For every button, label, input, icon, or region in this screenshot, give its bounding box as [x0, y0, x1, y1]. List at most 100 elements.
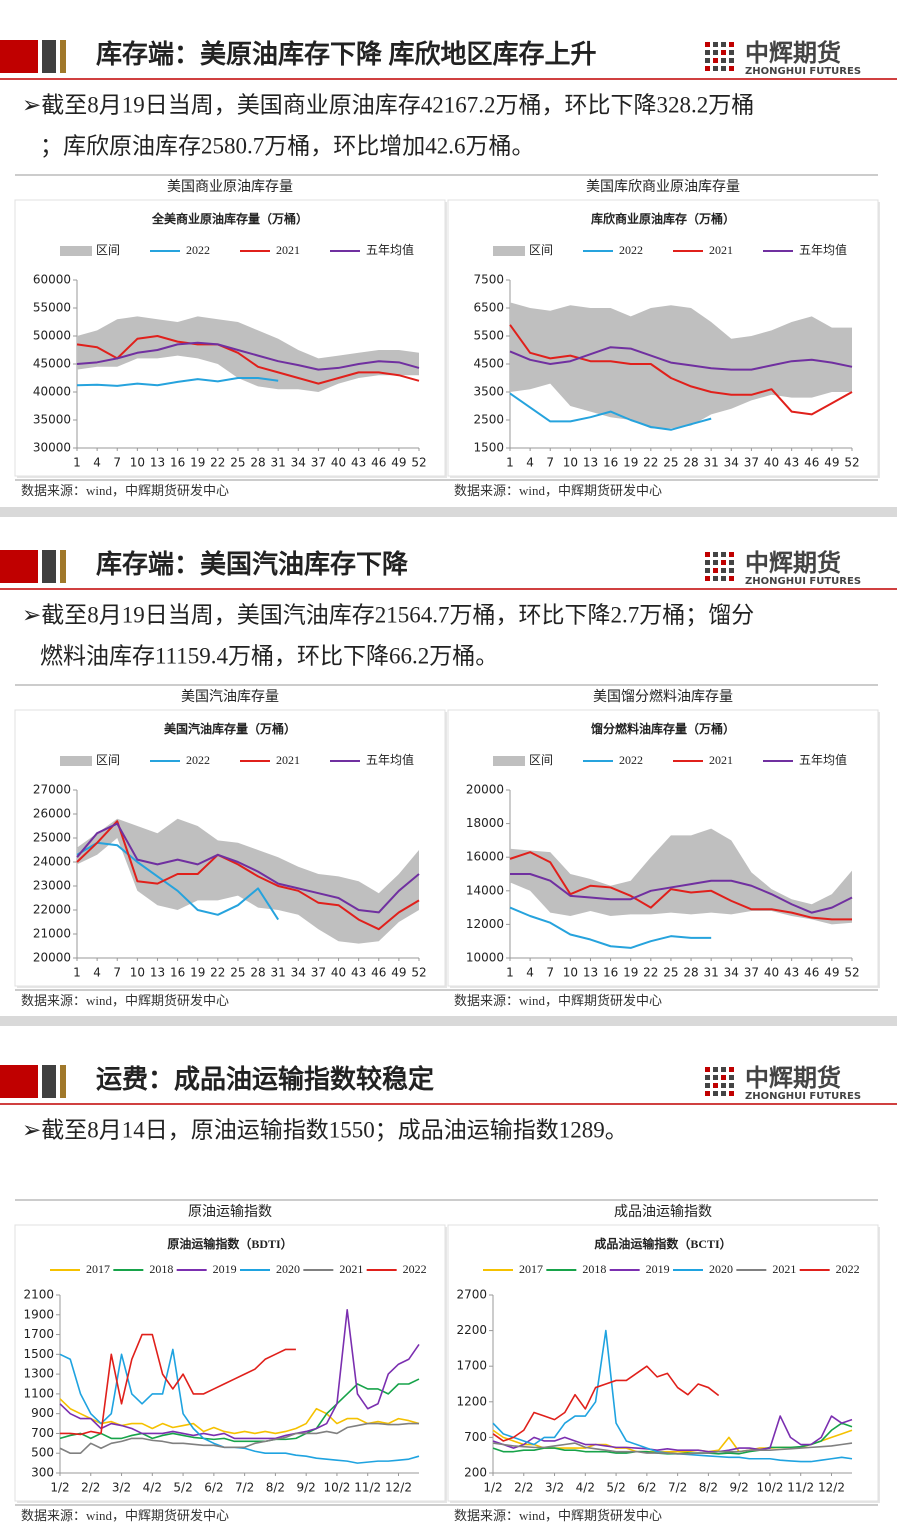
x-tick-label: 22 [643, 966, 658, 980]
y-tick-label: 10000 [466, 951, 504, 965]
header-bar [60, 40, 66, 73]
bullet-text: ；库欣原油库存2580.7万桶，环比增加42.6万桶。 [40, 133, 535, 158]
series-line [509, 346, 853, 371]
legend-label: 区间 [529, 243, 553, 257]
logo-icon [705, 50, 710, 55]
legend-label: 2019 [213, 1262, 237, 1276]
y-tick-label: 2500 [473, 413, 504, 427]
chart-title: 馏分燃料油库存量（万桶） [591, 721, 735, 736]
x-tick-label: 1/2 [50, 1481, 69, 1495]
series-line [59, 1309, 420, 1440]
legend-label: 五年均值 [366, 242, 414, 257]
range-band [510, 828, 852, 925]
x-tick-label: 52 [411, 456, 426, 470]
x-tick-label: 12/2 [818, 1481, 845, 1495]
x-tick-label: 11/2 [354, 1481, 381, 1495]
y-tick-label: 12000 [466, 917, 504, 931]
y-tick-label: 20000 [466, 783, 504, 797]
x-tick-label: 11/2 [787, 1481, 814, 1495]
x-tick-label: 10/2 [756, 1481, 783, 1495]
logo-icon [729, 50, 734, 55]
legend-label: 2021 [276, 243, 300, 257]
x-tick-label: 34 [724, 966, 739, 980]
y-tick-label: 1200 [456, 1394, 487, 1408]
chart-caption: 美国馏分燃料油库存量 [593, 688, 733, 705]
y-tick-label: 2100 [23, 1288, 54, 1302]
x-tick-label: 34 [291, 456, 306, 470]
x-tick-label: 40 [331, 456, 346, 470]
x-tick-label: 7 [546, 456, 554, 470]
chart-title: 库欣商业原油库存（万桶） [591, 211, 735, 226]
x-tick-label: 3/2 [112, 1481, 131, 1495]
logo-icon [705, 1067, 710, 1072]
x-tick-label: 13 [583, 966, 598, 980]
legend-swatch [60, 246, 92, 256]
x-tick-label: 13 [150, 966, 165, 980]
series-line [76, 377, 279, 387]
logo-icon [729, 1075, 734, 1080]
legend-label: 2022 [186, 243, 210, 257]
logo-icon [721, 576, 726, 581]
y-tick-label: 60000 [33, 273, 71, 287]
logo-icon [713, 1083, 718, 1088]
x-tick-label: 46 [804, 456, 819, 470]
logo-icon [713, 50, 718, 55]
series-line [76, 341, 420, 371]
legend-label: 2021 [339, 1262, 363, 1276]
header-bar [0, 550, 38, 583]
range-band [77, 316, 419, 392]
legend-label: 区间 [96, 753, 120, 767]
x-tick-label: 22 [210, 456, 225, 470]
x-tick-label: 2/2 [514, 1481, 533, 1495]
x-tick-label: 22 [210, 966, 225, 980]
logo-icon [713, 66, 718, 71]
logo-en: ZHONGHUI FUTURES [745, 66, 861, 77]
legend-label: 五年均值 [799, 242, 847, 257]
x-tick-label: 3/2 [545, 1481, 564, 1495]
x-tick-label: 1 [73, 456, 81, 470]
legend-swatch [493, 756, 525, 766]
logo-icon [729, 58, 734, 63]
logo-icon [713, 42, 718, 47]
logo-icon [705, 568, 710, 573]
chart-source: 数据来源：wind，中辉期货研发中心 [21, 1508, 229, 1523]
y-tick-label: 5500 [473, 329, 504, 343]
bullet-text: ➢截至8月19日当周，美国汽油库存21564.7万桶，环比下降2.7万桶；馏分 [22, 602, 754, 627]
x-tick-label: 31 [704, 456, 719, 470]
series-line [492, 1415, 853, 1453]
y-tick-label: 21000 [33, 927, 71, 941]
logo-icon [705, 1075, 710, 1080]
x-tick-label: 1 [506, 966, 514, 980]
x-tick-label: 7/2 [235, 1481, 254, 1495]
y-tick-label: 35000 [33, 413, 71, 427]
chart-title: 原油运输指数（BDTI） [167, 1236, 292, 1251]
bullet-text: ➢截至8月14日，原油运输指数1550；成品油运输指数1289。 [22, 1117, 628, 1142]
x-tick-label: 4 [93, 966, 101, 980]
legend-label: 2018 [149, 1262, 173, 1276]
x-tick-label: 37 [744, 966, 759, 980]
legend-label: 2021 [276, 753, 300, 767]
chart-source: 数据来源：wind，中辉期货研发中心 [454, 1508, 662, 1523]
y-tick-label: 1700 [23, 1327, 54, 1341]
series-line [76, 841, 280, 921]
logo-icon [713, 560, 718, 565]
logo-icon [721, 50, 726, 55]
y-tick-label: 16000 [466, 850, 504, 864]
logo-icon [729, 1091, 734, 1096]
logo-icon [721, 560, 726, 565]
y-tick-label: 300 [31, 1466, 54, 1480]
chart-title: 成品油运输指数（BCTI） [594, 1236, 731, 1251]
y-tick-label: 1100 [23, 1386, 54, 1400]
y-tick-label: 30000 [33, 441, 71, 455]
logo-icon [713, 1067, 718, 1072]
y-tick-label: 700 [464, 1430, 487, 1444]
chart-source: 数据来源：wind，中辉期货研发中心 [454, 993, 662, 1008]
series-line [59, 1378, 420, 1443]
chart-source: 数据来源：wind，中辉期货研发中心 [21, 993, 229, 1008]
logo-icon [729, 576, 734, 581]
x-tick-label: 49 [824, 966, 839, 980]
x-tick-label: 13 [150, 456, 165, 470]
logo-icon [705, 1083, 710, 1088]
logo-icon [705, 552, 710, 557]
y-tick-label: 1300 [23, 1367, 54, 1381]
